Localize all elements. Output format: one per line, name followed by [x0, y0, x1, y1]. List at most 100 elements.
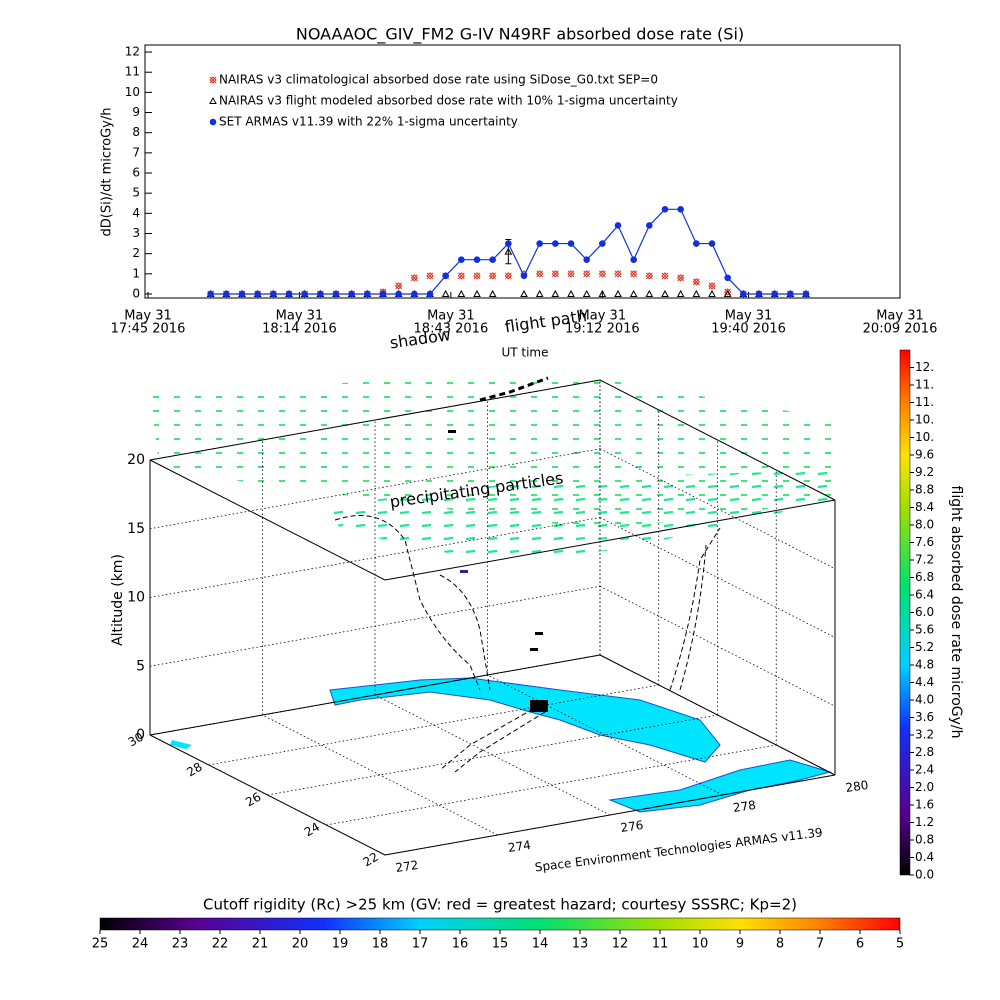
colorbar-tick-label: 9.6: [915, 448, 934, 462]
colorbar-tick-label: 2.0: [915, 780, 934, 794]
colorbar-tick-label: 6.8: [915, 570, 934, 584]
colorbar-tick-label: 16: [452, 937, 469, 952]
data-point: [395, 290, 402, 298]
data-point: [489, 256, 496, 263]
x-tick-label: 280: [845, 778, 870, 795]
legend-label: SET ARMAS v11.39 with 22% 1-sigma uncert…: [219, 115, 518, 129]
data-point: [536, 240, 543, 247]
colorbar-label: flight absorbed dose rate microGy/h: [948, 486, 964, 739]
land: [170, 740, 192, 749]
shadow-track: [679, 544, 707, 691]
data-point: [708, 289, 716, 297]
axis-edge: [149, 459, 386, 581]
x-tick-label: May 31: [124, 309, 172, 324]
data-point: [614, 289, 622, 297]
data-point: [364, 290, 371, 298]
data-point: [442, 272, 449, 280]
y-tick-label: 1: [132, 266, 140, 280]
colorbar-tick-label: 23: [172, 937, 189, 952]
data-point: [661, 205, 669, 213]
colorbar-tick-label: 11: [652, 937, 669, 952]
colorbar-tick-label: 10.: [915, 413, 934, 427]
y-tick-label: 10: [125, 85, 140, 99]
data-point: [535, 270, 544, 278]
grid-line: [149, 448, 601, 530]
scene-decoration: [150, 370, 840, 813]
data-point: [551, 289, 560, 297]
colorbar-tick-label: 2.4: [915, 763, 934, 777]
y-tick-label: 6: [132, 166, 140, 180]
colorbar-tick-label: 12.: [915, 360, 934, 374]
x-tick-label: 276: [620, 818, 645, 835]
legend-marker: [209, 96, 217, 104]
x-tick-label: May 31: [579, 309, 627, 324]
x-tick-label: 278: [732, 798, 757, 815]
black-dashes: [448, 430, 548, 712]
data-point: [629, 270, 638, 278]
colorbar-tick-label: 12: [612, 937, 629, 952]
colorbar-tick-label: 1.6: [915, 798, 934, 812]
colorbar-tick-label: 0.4: [915, 850, 934, 864]
data-point: [394, 282, 403, 290]
colorbar-tick-label: 8.4: [915, 500, 934, 514]
colorbar-label: Cutoff rigidity (Rc) >25 km (GV: red = g…: [203, 896, 797, 914]
colorbar-tick-label: 18: [372, 937, 389, 952]
z-axis-label: Altitude (km): [110, 554, 126, 646]
colorbar-tick-label: 4.8: [915, 658, 934, 672]
x-tick-label: 18:14 2016: [262, 322, 337, 337]
axis-edge: [149, 379, 601, 461]
data-point: [457, 289, 466, 297]
dose-dash: [460, 570, 468, 573]
particle-field: [330, 470, 840, 560]
data-point: [301, 290, 308, 298]
data-point: [583, 256, 590, 263]
x-tick-label: 19:12 2016: [565, 322, 640, 337]
data-point: [646, 222, 653, 229]
colorbar-tick-label: 17: [412, 937, 429, 952]
colorbar-tick-label: 11.: [915, 378, 934, 392]
data-point: [426, 272, 434, 280]
colorbar-tick-label: 21: [252, 937, 269, 952]
data-point: [630, 256, 637, 263]
colorbar: [899, 349, 911, 876]
colorbar-tick-label: 19: [332, 937, 349, 952]
data-point: [692, 289, 701, 297]
dose-dash: [448, 430, 456, 433]
dose-dash: [530, 648, 538, 651]
legend-marker: [209, 76, 217, 84]
colorbar-tick-label: 9.2: [915, 465, 934, 479]
colorbar: [99, 917, 901, 931]
ground-track: [439, 704, 541, 771]
x-tick-label: May 31: [876, 309, 924, 324]
y-tick-label: 2: [132, 246, 140, 260]
colorbar-tick-label: 5.2: [915, 640, 934, 654]
data-point: [473, 272, 481, 280]
data-point: [645, 272, 654, 280]
y-axis-label: dD(Si)/dt microGy/h: [100, 108, 115, 237]
x-axis-label: UT time: [501, 346, 548, 360]
data-point: [676, 274, 685, 282]
data-point: [207, 290, 214, 298]
chart-title: NOAAAOC_GIV_FM2 G-IV N49RF absorbed dose…: [296, 25, 744, 45]
data-point: [677, 205, 684, 213]
colorbar-tick-label: 1.2: [915, 815, 934, 829]
colorbar-tick-label: 22: [212, 937, 229, 952]
data-point: [551, 270, 560, 278]
data-point: [458, 256, 465, 263]
data-point: [708, 240, 716, 247]
y-tick-label: 3: [132, 226, 140, 240]
z-tick-label: 15: [127, 521, 145, 537]
data-point: [504, 272, 513, 280]
data-point: [473, 256, 481, 263]
y-tick-label: 26: [243, 790, 263, 810]
colorbar-tick-label: 13: [572, 937, 589, 952]
grid-line: [326, 744, 777, 826]
x-tick-label: 17:45 2016: [111, 322, 186, 337]
data-point: [488, 289, 497, 297]
colorbar-tick-label: 6: [856, 937, 864, 952]
plot-frame: [144, 44, 901, 299]
data-point: [505, 240, 512, 247]
x-tick-label: May 31: [427, 309, 475, 324]
shadow-track: [334, 515, 481, 691]
axis-edge: [149, 734, 386, 856]
